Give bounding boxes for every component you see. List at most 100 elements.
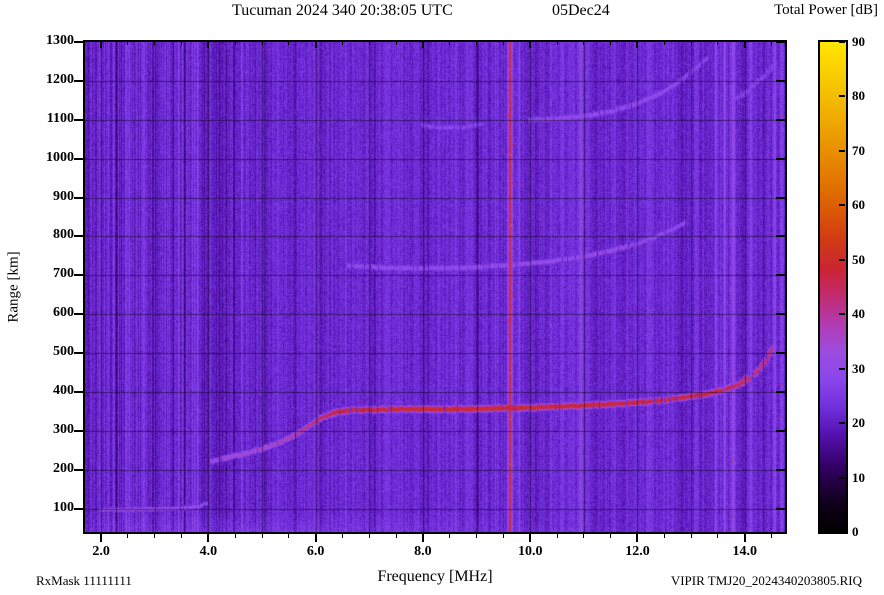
y-tick-label: 600	[53, 305, 74, 321]
x-major-tick-top	[421, 42, 424, 48]
x-minor-tick-bottom	[583, 534, 585, 538]
y-major-tick-right	[776, 352, 785, 355]
x-minor-tick-bottom	[395, 534, 397, 538]
y-tick-label: 900	[53, 188, 74, 204]
x-minor-tick-bottom	[181, 534, 183, 538]
x-tick-label: 10.0	[517, 544, 543, 559]
y-tick-label: 500	[53, 344, 74, 360]
y-major-tick-left	[74, 352, 83, 355]
colorbar-tick	[839, 204, 845, 207]
y-tick-label: 300	[53, 421, 74, 437]
x-major-tick-bottom	[743, 534, 746, 542]
x-minor-tick-bottom	[234, 534, 236, 538]
x-minor-tick-bottom	[717, 534, 719, 538]
x-minor-tick-bottom	[663, 534, 665, 538]
x-minor-tick-bottom	[556, 534, 558, 538]
x-minor-tick-top	[771, 42, 773, 45]
y-major-tick-right	[776, 468, 785, 471]
x-major-tick-bottom	[421, 534, 424, 542]
x-minor-tick-top	[181, 42, 183, 45]
y-tick-label: 700	[53, 266, 74, 282]
x-minor-tick-bottom	[476, 534, 478, 538]
y-major-tick-right	[776, 429, 785, 432]
plot-frame	[83, 40, 787, 534]
x-tick-label: 12.0	[625, 544, 650, 559]
colorbar-tick	[839, 367, 845, 370]
y-tick-label: 1000	[46, 149, 74, 165]
x-minor-tick-top	[154, 42, 156, 45]
colorbar-gradient	[818, 40, 848, 534]
y-major-tick-left	[74, 41, 83, 43]
colorbar-tick-label: 90	[852, 34, 865, 49]
data-file-label: VIPIR TMJ20_2024340203805.RIQ	[670, 573, 862, 588]
x-minor-tick-bottom	[154, 534, 156, 538]
x-minor-tick-bottom	[502, 534, 504, 538]
colorbar-tick-label: 70	[852, 142, 865, 158]
x-minor-tick-bottom	[771, 534, 773, 538]
x-major-tick-top	[100, 42, 103, 48]
x-minor-tick-top	[502, 42, 504, 45]
x-minor-tick-bottom	[127, 534, 129, 538]
colorbar-tick	[839, 422, 845, 425]
x-major-tick-top	[636, 42, 639, 48]
colorbar-tick-label: 0	[852, 524, 859, 539]
y-major-tick-right	[776, 391, 785, 393]
y-major-tick-right	[776, 313, 785, 316]
y-major-tick-left	[74, 157, 83, 160]
colorbar-tick-label: 20	[852, 415, 865, 431]
x-minor-tick-top	[395, 42, 397, 45]
y-major-tick-right	[776, 79, 785, 82]
y-major-tick-left	[74, 79, 83, 82]
y-major-tick-left	[74, 391, 83, 393]
colorbar-tick	[839, 531, 845, 533]
x-major-tick-bottom	[314, 534, 317, 542]
y-major-tick-left	[74, 429, 83, 432]
x-minor-tick-bottom	[610, 534, 612, 538]
x-tick-label: 8.0	[414, 544, 432, 559]
x-minor-tick-top	[341, 42, 343, 45]
y-major-tick-left	[74, 118, 83, 121]
x-minor-tick-top	[663, 42, 665, 45]
y-major-tick-right	[776, 41, 785, 43]
x-minor-tick-bottom	[261, 534, 263, 538]
x-minor-tick-bottom	[449, 534, 451, 538]
plot-title: Tucuman 2024 340 20:38:05 UTC	[232, 2, 453, 19]
x-tick-label: 2.0	[92, 544, 110, 559]
y-major-tick-left	[74, 313, 83, 316]
x-major-tick-top	[314, 42, 317, 48]
y-tick-label: 100	[53, 499, 74, 515]
colorbar-tick	[839, 313, 845, 316]
y-major-tick-left	[74, 196, 83, 199]
x-minor-tick-bottom	[288, 534, 290, 538]
x-minor-tick-top	[690, 42, 692, 45]
x-minor-tick-top	[610, 42, 612, 45]
y-major-tick-right	[776, 196, 785, 199]
plot-date: 05Dec24	[552, 2, 610, 19]
x-major-tick-top	[743, 42, 746, 48]
y-tick-label: 1300	[46, 33, 74, 48]
y-tick-label: 1100	[46, 110, 74, 126]
y-tick-label: 800	[53, 227, 74, 243]
x-minor-tick-bottom	[341, 534, 343, 538]
x-major-tick-bottom	[100, 534, 103, 542]
x-minor-tick-top	[368, 42, 370, 45]
y-tick-label: 400	[53, 383, 74, 398]
x-minor-tick-top	[449, 42, 451, 45]
x-axis-label: Frequency [MHz]	[377, 568, 493, 585]
x-minor-tick-bottom	[368, 534, 370, 538]
y-major-tick-left	[74, 274, 83, 277]
x-tick-label: 6.0	[306, 544, 325, 559]
x-minor-tick-top	[556, 42, 558, 45]
y-major-tick-left	[74, 468, 83, 471]
x-minor-tick-top	[288, 42, 290, 45]
colorbar-tick-label: 50	[852, 251, 865, 267]
colorbar-title: Total Power [dB]	[774, 2, 878, 18]
x-major-tick-top	[207, 42, 210, 48]
y-major-tick-right	[776, 274, 785, 277]
colorbar-tick	[839, 476, 845, 479]
x-major-tick-bottom	[636, 534, 639, 542]
x-minor-tick-top	[261, 42, 263, 45]
colorbar-tick-label: 80	[852, 88, 865, 104]
x-minor-tick-top	[583, 42, 585, 45]
